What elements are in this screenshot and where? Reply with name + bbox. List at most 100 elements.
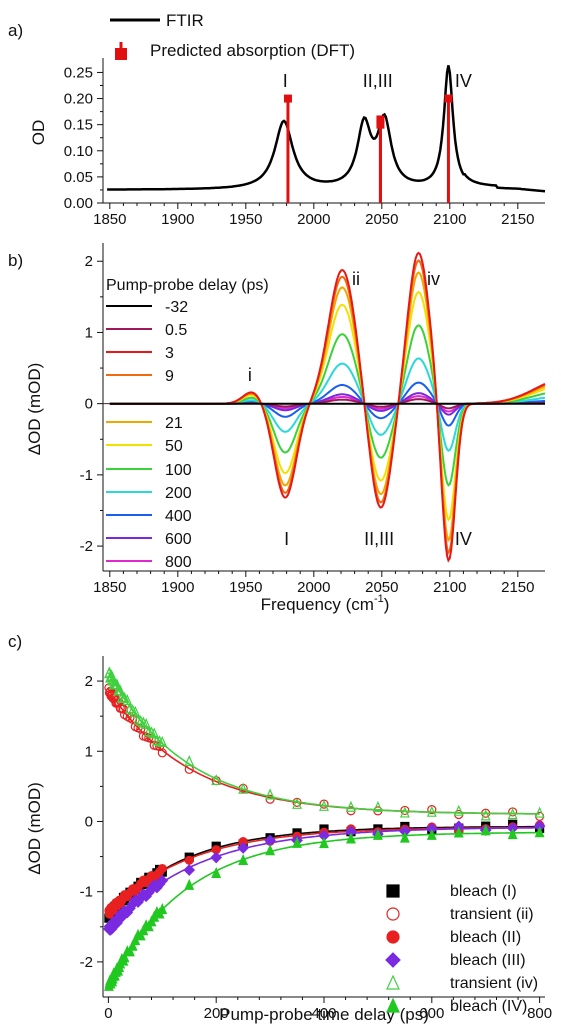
- y-tick-label: 2: [85, 253, 93, 270]
- legend-label-0.5: 0.5: [165, 322, 187, 339]
- dft-marker: [283, 94, 292, 103]
- data-point: [138, 716, 149, 728]
- data-point: [211, 866, 222, 879]
- y-tick-label: 0.15: [64, 117, 93, 134]
- data-point: [157, 735, 168, 748]
- data-point: [143, 725, 154, 737]
- legend-label-600: 600: [165, 531, 192, 548]
- data-point: [157, 863, 167, 874]
- legend-label-800: 800: [165, 554, 192, 571]
- panel-label: c): [8, 632, 22, 651]
- y-tick-label: 0: [85, 396, 93, 413]
- y-tick-label: 0.25: [64, 64, 93, 81]
- x-tick-label: 800: [527, 1005, 552, 1022]
- data-point: [141, 717, 152, 730]
- y-tick-label: 0.10: [64, 143, 93, 160]
- legend-label-100: 100: [165, 462, 192, 479]
- band-annotation: II,III: [364, 529, 394, 549]
- x-tick-label: 600: [419, 1005, 444, 1022]
- points-transient (iv): [104, 666, 545, 821]
- legend-ftir-label: FTIR: [166, 11, 204, 30]
- x-tick-label: 2050: [365, 211, 398, 228]
- data-point: [480, 824, 491, 836]
- data-point: [265, 788, 276, 800]
- y-tick-label: 0.05: [64, 169, 93, 186]
- x-tick-label: 2050: [365, 579, 398, 596]
- data-point: [399, 831, 410, 843]
- data-point: [534, 806, 545, 818]
- y-tick-label: 1: [85, 324, 93, 341]
- legend-label-400: 400: [165, 508, 192, 525]
- x-tick-label: 1950: [229, 579, 262, 596]
- peak-annotation: II,III: [363, 71, 393, 91]
- legend-label-2: bleach (II): [450, 929, 521, 946]
- data-point: [154, 735, 165, 747]
- panel-label: a): [8, 21, 23, 40]
- legend-marker-2: [386, 930, 400, 944]
- data-point: [237, 842, 249, 854]
- y-axis-label: ΔOD (mOD): [25, 363, 44, 456]
- x-tick-label: 2000: [297, 211, 330, 228]
- y-tick-label: -1: [80, 467, 93, 484]
- data-point: [184, 878, 195, 890]
- data-point: [399, 806, 410, 818]
- x-tick-label: 2000: [297, 579, 330, 596]
- data-point: [127, 939, 138, 951]
- data-point: [211, 773, 222, 786]
- legend-label-9: 9: [165, 368, 174, 385]
- data-point: [183, 864, 196, 876]
- data-point: [346, 800, 356, 812]
- x-tick-label: 1850: [93, 211, 126, 228]
- data-point: [116, 691, 127, 703]
- x-tick-label: 200: [204, 1005, 229, 1022]
- x-tick-label: 2100: [433, 211, 466, 228]
- data-point: [453, 804, 464, 816]
- points-bleach (IV): [104, 824, 545, 991]
- x-tick-label: 2150: [501, 579, 534, 596]
- data-point: [534, 826, 545, 838]
- data-point: [426, 805, 437, 817]
- legend-marker-1: [386, 907, 400, 921]
- y-tick-label: -2: [80, 954, 93, 971]
- data-point: [157, 748, 167, 758]
- x-tick-label: 1850: [93, 579, 126, 596]
- data-point: [372, 828, 383, 840]
- data-point: [149, 727, 160, 739]
- legend-label-3: bleach (III): [450, 952, 526, 969]
- data-point: [135, 929, 146, 941]
- legend-label-50: 50: [165, 438, 183, 455]
- data-point: [122, 694, 133, 706]
- band-annotation: IV: [455, 529, 472, 549]
- legend-label-1: transient (ii): [450, 906, 534, 923]
- dft-marker: [444, 94, 453, 103]
- data-point: [146, 726, 157, 738]
- band-annotation: I: [284, 529, 289, 549]
- peak-annotation: I: [283, 71, 288, 91]
- data-point: [453, 826, 464, 838]
- legend-label-0: bleach (I): [450, 883, 517, 900]
- ftir-line: [107, 65, 546, 193]
- data-point: [508, 807, 518, 817]
- peak-annotation: IV: [455, 71, 472, 91]
- data-point: [372, 800, 383, 813]
- x-tick-label: 1900: [161, 211, 194, 228]
- y-axis-label: OD: [29, 120, 48, 146]
- legend-label-200: 200: [165, 485, 192, 502]
- band-annotation: i: [248, 365, 252, 385]
- dft-marker: [376, 115, 385, 124]
- data-point: [292, 836, 302, 848]
- x-tick-label: 400: [311, 1005, 336, 1022]
- y-tick-label: -1: [80, 884, 93, 901]
- panel-label: b): [8, 251, 23, 270]
- x-axis-label: Pump-probe time delay (ps): [219, 1005, 429, 1024]
- panel-a: 0.00 0.05 0.10 0.15 0.20 0.25 1850 1900 1950 2000…: [8, 11, 546, 228]
- panel-c: -2 -1 0 1 2 0 200 400 600 800 c) ΔOD (mOD) Pump-prob…: [8, 632, 552, 1024]
- y-tick-label: 0.20: [64, 91, 93, 108]
- data-point: [265, 844, 276, 856]
- x-tick-label: 1900: [161, 579, 194, 596]
- data-point: [238, 782, 249, 794]
- legend-marker-4: [386, 974, 400, 990]
- data-point: [319, 837, 329, 849]
- data-point: [507, 808, 518, 820]
